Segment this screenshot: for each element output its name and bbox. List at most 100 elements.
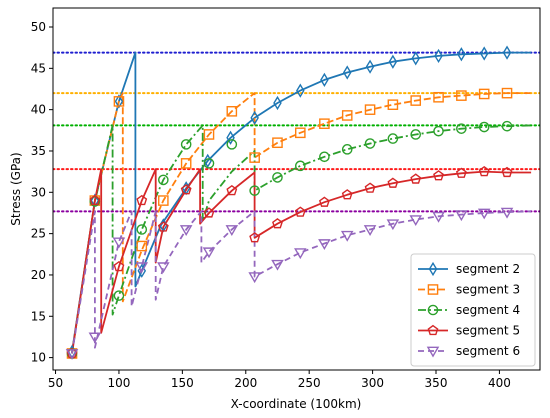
- data-point: [113, 96, 125, 107]
- x-tick-label: 350: [425, 376, 448, 390]
- data-point: [249, 185, 260, 196]
- data-point: [386, 219, 400, 231]
- data-point: [364, 182, 376, 193]
- legend-label: segment 5: [456, 324, 520, 338]
- data-point: [272, 218, 283, 229]
- data-point: [135, 262, 149, 274]
- data-point: [136, 194, 148, 206]
- data-point: [294, 248, 307, 260]
- series-line-2: [71, 51, 532, 352]
- data-point: [113, 260, 125, 272]
- data-point: [180, 184, 192, 195]
- data-point: [501, 166, 513, 178]
- series-line-4: [71, 124, 532, 354]
- data-point: [319, 151, 330, 163]
- data-point: [341, 189, 353, 200]
- x-tick-label: 100: [107, 376, 130, 390]
- x-tick-label: 300: [361, 376, 384, 390]
- data-point: [502, 45, 512, 60]
- data-point: [89, 194, 101, 206]
- data-point: [364, 138, 376, 149]
- data-point: [319, 118, 330, 130]
- data-point: [65, 349, 79, 360]
- data-point: [158, 174, 169, 186]
- data-point: [410, 129, 422, 140]
- data-point: [89, 196, 101, 207]
- y-tick-label: 40: [31, 103, 46, 117]
- y-tick-label: 35: [31, 144, 46, 158]
- data-point: [387, 99, 399, 110]
- data-point: [388, 54, 398, 69]
- data-point: [295, 160, 306, 172]
- data-point: [249, 152, 260, 163]
- legend-box: [410, 253, 536, 367]
- legend-marker: [426, 346, 440, 358]
- series-markers: [65, 45, 514, 360]
- data-point: [501, 120, 513, 132]
- data-point: [203, 207, 215, 218]
- data-point: [295, 127, 306, 139]
- data-point: [479, 46, 489, 61]
- data-point: [456, 90, 467, 101]
- data-point: [363, 225, 377, 236]
- data-point: [202, 247, 216, 259]
- data-point: [341, 110, 353, 121]
- data-point: [271, 259, 284, 271]
- legend-label: segment 3: [456, 283, 520, 297]
- legend-marker: [427, 304, 439, 316]
- legend-label: segment 6: [456, 344, 520, 358]
- data-point: [158, 195, 169, 206]
- data-point: [364, 104, 376, 115]
- data-point: [272, 172, 283, 183]
- data-point: [114, 94, 124, 109]
- y-axis: 10 15 20 25 30 35 40 45 50: [31, 20, 53, 365]
- data-point: [478, 88, 490, 100]
- data-point: [478, 121, 490, 133]
- x-axis: 50 100 150 200 250 300 350 400: [48, 370, 511, 390]
- data-point: [434, 48, 443, 64]
- series-line-6: [71, 210, 532, 354]
- y-tick-label: 50: [31, 20, 46, 34]
- data-point: [433, 91, 444, 103]
- legend: segment 2 segment 3 segment 4 segment 5 segm…: [410, 253, 536, 367]
- x-axis-title: X-coordinate (100km): [231, 397, 362, 411]
- data-point: [203, 158, 215, 169]
- data-point: [113, 290, 125, 301]
- data-point: [457, 47, 466, 62]
- y-tick-label: 15: [31, 309, 46, 323]
- x-tick-label: 250: [298, 376, 321, 390]
- series-lines: [71, 51, 532, 354]
- x-tick-label: 400: [488, 376, 511, 390]
- data-point: [500, 207, 514, 219]
- data-point: [318, 239, 331, 251]
- data-point: [456, 123, 467, 134]
- data-point: [249, 232, 261, 243]
- data-point: [365, 59, 375, 74]
- data-point: [136, 224, 148, 235]
- data-point: [226, 106, 238, 117]
- y-tick-label: 45: [31, 61, 46, 75]
- data-point: [248, 272, 261, 284]
- data-point: [273, 95, 282, 111]
- data-point: [340, 230, 354, 242]
- data-point: [478, 165, 490, 177]
- data-point: [296, 83, 305, 98]
- legend-marker: [428, 261, 438, 277]
- data-point: [501, 87, 513, 99]
- legend-label: segment 2: [456, 262, 520, 276]
- data-point: [180, 158, 192, 169]
- data-point: [157, 221, 169, 232]
- data-point: [432, 211, 445, 223]
- data-point: [410, 95, 422, 106]
- data-point: [433, 170, 444, 181]
- data-point: [455, 167, 467, 178]
- data-point: [455, 210, 468, 222]
- data-point: [226, 130, 235, 145]
- series-line-5: [71, 168, 532, 354]
- data-point: [387, 177, 399, 188]
- data-point: [88, 332, 102, 344]
- y-tick-label: 25: [31, 227, 46, 241]
- data-point: [250, 110, 259, 126]
- data-point: [320, 72, 329, 88]
